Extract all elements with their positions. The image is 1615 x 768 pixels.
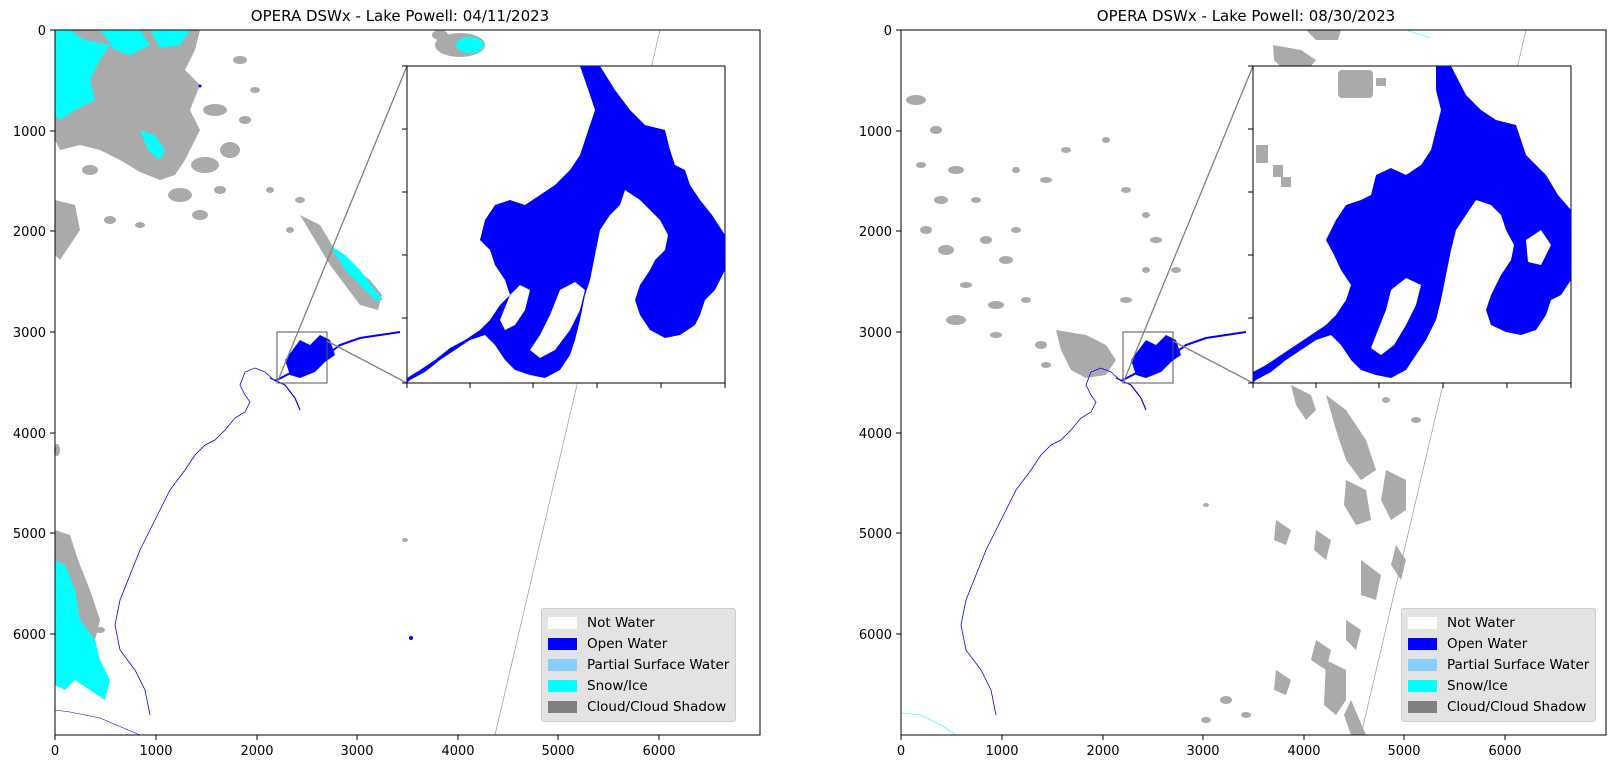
legend-item: Cloud/Cloud Shadow xyxy=(1408,696,1589,717)
x-tick-label: 3000 xyxy=(340,744,373,759)
x-tick-label: 5000 xyxy=(1387,744,1420,759)
zoom-connector xyxy=(326,340,408,384)
legend-item: Cloud/Cloud Shadow xyxy=(548,696,729,717)
y-tick-label: 3000 xyxy=(13,326,46,341)
y-axis-ticks: 0 1000 2000 3000 4000 5000 6000 xyxy=(859,24,901,643)
x-tick-label: 6000 xyxy=(1488,744,1521,759)
legend-item: Partial Surface Water xyxy=(1408,654,1589,675)
snow-trace xyxy=(1405,29,1432,39)
y-tick-label: 6000 xyxy=(859,628,892,643)
y-tick-label: 4000 xyxy=(859,427,892,442)
legend-item: Open Water xyxy=(1408,633,1589,654)
zoom-connector xyxy=(1172,340,1254,384)
legend-swatch-partial-water xyxy=(1408,658,1437,671)
x-tick-label: 6000 xyxy=(642,744,675,759)
snow-ice-layer xyxy=(55,30,484,700)
inset-ticks xyxy=(1248,65,1572,388)
legend-label: Snow/Ice xyxy=(1447,677,1508,694)
zoom-inset[interactable] xyxy=(1252,65,1572,384)
legend-label: Open Water xyxy=(587,635,668,652)
y-tick-label: 4000 xyxy=(13,427,46,442)
map-panel-april: OPERA DSWx - Lake Powell: 04/11/2023 xyxy=(0,0,800,768)
lake-zoom-source xyxy=(285,335,335,378)
zoom-connector xyxy=(276,65,408,384)
zoom-source-box[interactable] xyxy=(276,331,328,384)
legend-swatch-open-water xyxy=(548,637,577,650)
x-tick-label: 0 xyxy=(51,744,59,759)
legend-label: Partial Surface Water xyxy=(1447,656,1590,673)
axes: 0 1000 2000 3000 4000 5000 6000 0 1000 2… xyxy=(859,24,1607,759)
legend-swatch-not-water xyxy=(1408,616,1437,629)
cloud-layer xyxy=(906,30,1421,735)
lake-zoom-source xyxy=(1131,335,1181,378)
zoom-source-box[interactable] xyxy=(1122,331,1174,384)
legend-label: Partial Surface Water xyxy=(587,656,730,673)
legend-label: Not Water xyxy=(1447,614,1515,631)
legend-label: Cloud/Cloud Shadow xyxy=(1447,698,1587,715)
zoom-inset[interactable] xyxy=(406,65,726,384)
x-tick-label: 1000 xyxy=(985,744,1018,759)
zoom-connector xyxy=(1122,65,1254,384)
y-tick-label: 6000 xyxy=(13,628,46,643)
legend-item: Not Water xyxy=(548,612,729,633)
inset-ticks xyxy=(402,65,726,388)
legend-item: Not Water xyxy=(1408,612,1589,633)
legend: Not Water Open Water Partial Surface Wat… xyxy=(541,608,737,722)
x-tick-label: 3000 xyxy=(1186,744,1219,759)
y-tick-label: 5000 xyxy=(13,527,46,542)
map-panel-august: OPERA DSWx - Lake Powell: 08/30/2023 xyxy=(846,0,1615,768)
legend-item: Partial Surface Water xyxy=(548,654,729,675)
legend-label: Open Water xyxy=(1447,635,1528,652)
y-tick-label: 0 xyxy=(38,24,46,39)
legend-swatch-cloud xyxy=(1408,700,1437,713)
y-tick-label: 3000 xyxy=(859,326,892,341)
x-axis-ticks: 0 1000 2000 3000 4000 5000 6000 xyxy=(51,735,676,759)
x-tick-label: 2000 xyxy=(240,744,273,759)
y-tick-label: 1000 xyxy=(13,125,46,140)
x-tick-label: 0 xyxy=(897,744,905,759)
y-tick-label: 1000 xyxy=(859,125,892,140)
x-tick-label: 2000 xyxy=(1086,744,1119,759)
axes: 0 1000 2000 3000 4000 5000 6000 0 1000 2… xyxy=(13,24,761,759)
river-bottom xyxy=(900,712,957,736)
water-speck xyxy=(409,636,413,640)
x-tick-label: 4000 xyxy=(1287,744,1320,759)
panel-title: OPERA DSWx - Lake Powell: 08/30/2023 xyxy=(1096,7,1396,25)
legend-swatch-partial-water xyxy=(548,658,577,671)
y-axis-ticks: 0 1000 2000 3000 4000 5000 6000 xyxy=(13,24,55,643)
y-tick-label: 2000 xyxy=(859,225,892,240)
legend-label: Not Water xyxy=(587,614,655,631)
x-tick-label: 4000 xyxy=(441,744,474,759)
legend-swatch-not-water xyxy=(548,616,577,629)
legend-swatch-open-water xyxy=(1408,637,1437,650)
river-bottom xyxy=(54,709,141,736)
legend-swatch-snow-ice xyxy=(548,679,577,692)
legend-swatch-snow-ice xyxy=(1408,679,1437,692)
legend-item: Open Water xyxy=(548,633,729,654)
x-tick-label: 1000 xyxy=(139,744,172,759)
x-tick-label: 5000 xyxy=(541,744,574,759)
legend-label: Cloud/Cloud Shadow xyxy=(587,698,727,715)
axes-frame xyxy=(900,29,1607,736)
water-speck xyxy=(198,84,202,88)
legend: Not Water Open Water Partial Surface Wat… xyxy=(1401,608,1597,722)
y-tick-label: 0 xyxy=(884,24,892,39)
legend-item: Snow/Ice xyxy=(548,675,729,696)
y-tick-label: 5000 xyxy=(859,527,892,542)
x-axis-ticks: 0 1000 2000 3000 4000 5000 6000 xyxy=(897,735,1522,759)
axes-frame xyxy=(54,29,761,736)
legend-item: Snow/Ice xyxy=(1408,675,1589,696)
legend-label: Snow/Ice xyxy=(587,677,648,694)
legend-swatch-cloud xyxy=(548,700,577,713)
y-tick-label: 2000 xyxy=(13,225,46,240)
panel-title: OPERA DSWx - Lake Powell: 04/11/2023 xyxy=(250,7,550,25)
